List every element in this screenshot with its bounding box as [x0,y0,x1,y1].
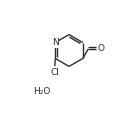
Text: H₂O: H₂O [33,87,50,96]
Text: N: N [52,38,59,47]
Text: O: O [98,44,105,53]
Text: Cl: Cl [50,67,59,77]
